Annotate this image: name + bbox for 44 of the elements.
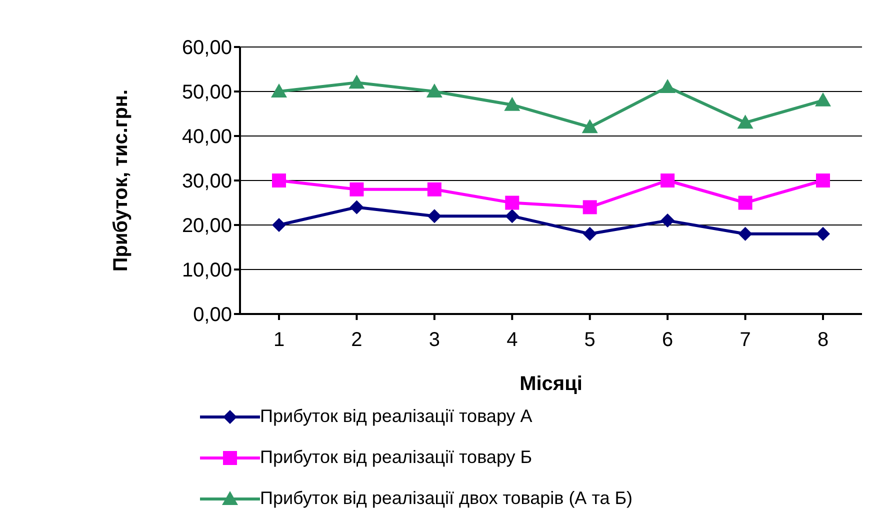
x-tick-label: 2 [351, 329, 362, 352]
point [272, 218, 286, 232]
point [426, 84, 442, 98]
x-axis-title: Місяці [520, 373, 582, 395]
y-tick-label: 0,00 [193, 304, 232, 326]
y-tick-label: 60,00 [182, 37, 232, 60]
point [738, 226, 752, 241]
point [660, 174, 675, 188]
point [582, 119, 598, 134]
point [427, 182, 442, 196]
y-tick-label: 30,00 [182, 170, 232, 193]
point [350, 200, 364, 214]
point [816, 174, 830, 188]
point [815, 92, 831, 106]
x-tick-label: 7 [740, 329, 751, 352]
point [271, 84, 287, 98]
point [660, 214, 675, 228]
y-tick-label: 40,00 [182, 126, 232, 148]
y-axis-title: Прибуток, тис.грн. [110, 89, 132, 272]
legend-label: Прибуток від реалізації двох товарів (А та Б) [260, 488, 633, 509]
x-tick-label: 5 [584, 329, 596, 352]
x-tick-label: 6 [662, 329, 674, 352]
y-tick-label: 20,00 [182, 215, 232, 238]
x-tick-label: 3 [428, 329, 440, 352]
point [738, 196, 752, 210]
point [737, 114, 754, 129]
legend-label: Прибуток від реалізації товару А [260, 406, 532, 427]
y-tick-label: 10,00 [182, 260, 232, 282]
legend-label: Прибуток від реалізації товару Б [260, 447, 532, 468]
x-tick-label: 8 [817, 329, 829, 352]
point [816, 226, 830, 241]
point [505, 209, 520, 224]
point [427, 209, 442, 224]
y-tick-label: 50,00 [182, 82, 232, 104]
point [582, 226, 597, 241]
point [505, 196, 520, 210]
point [272, 174, 286, 188]
x-tick-label: 1 [273, 329, 285, 352]
point [660, 79, 676, 94]
point [504, 96, 520, 111]
point [582, 200, 597, 214]
point [348, 74, 365, 89]
x-tick-label: 4 [506, 329, 518, 352]
point [350, 182, 364, 196]
